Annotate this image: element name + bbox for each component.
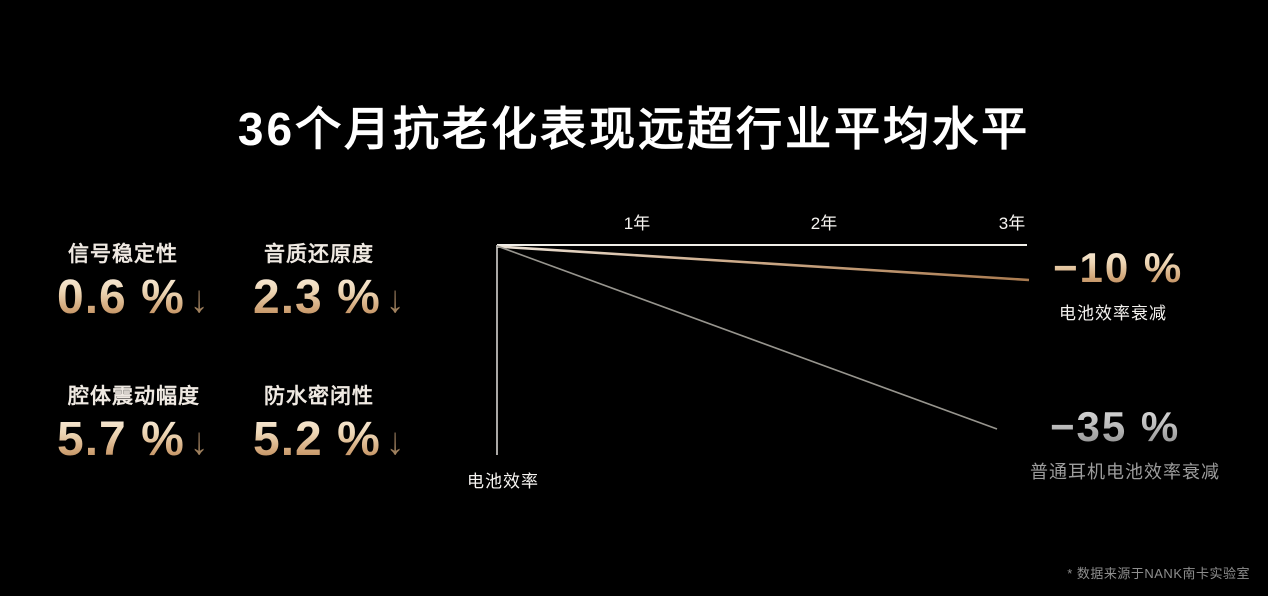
stat-label: 防水密闭性	[264, 385, 374, 408]
ordinary-decline-line	[496, 245, 998, 430]
down-arrow-icon: ↓	[386, 418, 405, 467]
stat-signal-stability: 信号稳定性 0.6 % ↓	[57, 238, 209, 325]
down-arrow-icon: ↓	[190, 418, 209, 467]
page-title: 36个月抗老化表现远超行业平均水平	[237, 102, 1031, 155]
stat-value-row: 5.7 % ↓	[57, 412, 209, 467]
nank-delta-caption: 电池效率衰减	[1059, 304, 1167, 324]
y-axis-label: 电池效率	[467, 472, 539, 491]
stat-value: 5.2 %	[253, 413, 381, 466]
nank-decline-line	[496, 245, 1030, 282]
stat-value-row: 5.2 % ↓	[253, 412, 405, 467]
ordinary-delta-caption: 普通耳机电池效率衰减	[1030, 462, 1220, 483]
stat-value: 2.3 %	[253, 271, 381, 324]
stat-value: 0.6 %	[57, 271, 185, 324]
stat-value: 5.7 %	[57, 413, 185, 466]
stat-label: 音质还原度	[264, 243, 374, 266]
ordinary-decline-label: −35 % 普通耳机电池效率衰减	[1028, 403, 1220, 484]
stat-sound-restoration: 音质还原度 2.3 % ↓	[253, 238, 405, 325]
stat-value-row: 2.3 % ↓	[253, 270, 405, 325]
stat-value-row: 0.6 % ↓	[57, 270, 209, 325]
nank-delta-value: −10 %	[1053, 244, 1184, 291]
down-arrow-icon: ↓	[386, 276, 405, 325]
down-arrow-icon: ↓	[190, 276, 209, 325]
x-tick-year2: 2年	[810, 214, 838, 233]
stat-label: 腔体震动幅度	[68, 385, 200, 408]
stat-waterproof-seal: 防水密闭性 5.2 % ↓	[253, 380, 405, 467]
battery-decline-chart	[496, 244, 1030, 455]
stat-cavity-vibration: 腔体震动幅度 5.7 % ↓	[57, 380, 209, 467]
x-tick-year3: 3年	[998, 214, 1026, 233]
nank-decline-label: −10 % 电池效率衰减	[1053, 244, 1183, 324]
data-source-footnote: * 数据来源于NANK南卡实验室	[1067, 566, 1250, 581]
x-tick-year1: 1年	[623, 214, 651, 233]
stat-label: 信号稳定性	[68, 243, 178, 266]
ordinary-delta-value: −35 %	[1028, 403, 1220, 451]
